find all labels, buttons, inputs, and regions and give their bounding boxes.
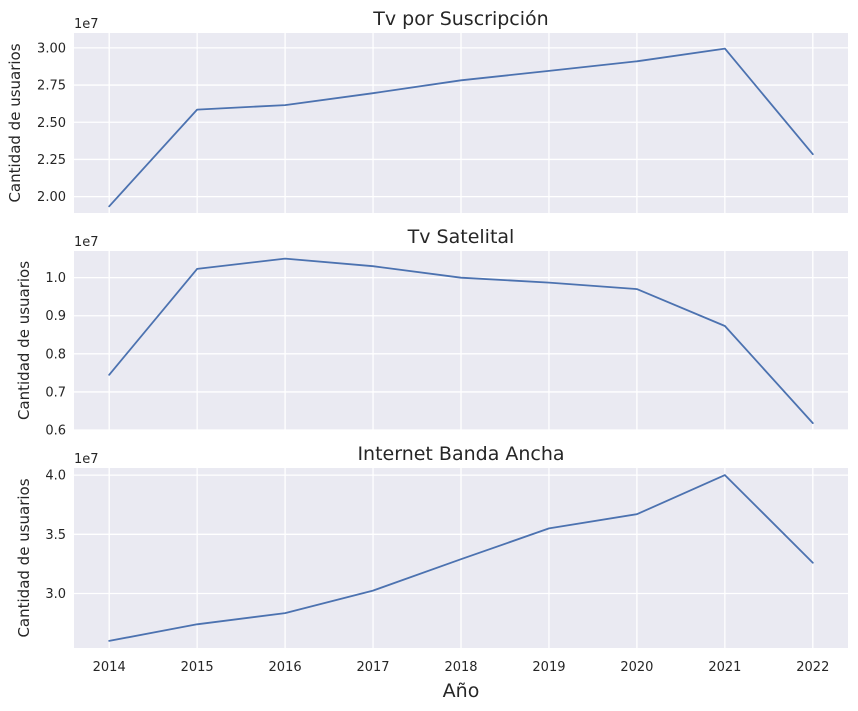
x-tick-label: 2022 xyxy=(796,660,829,675)
y-axis-label: Cantidad de usuarios xyxy=(15,261,33,420)
y-tick-label: 0.9 xyxy=(45,309,66,324)
y-offset-text: 1e7 xyxy=(74,17,99,32)
y-offset-text: 1e7 xyxy=(74,452,99,467)
x-tick-label: 2020 xyxy=(620,660,653,675)
y-tick-label: 0.7 xyxy=(45,385,66,400)
x-tick-label: 2016 xyxy=(269,660,302,675)
y-tick-label: 2.00 xyxy=(37,190,66,205)
y-tick-label: 2.75 xyxy=(37,79,66,94)
chart-title: Tv Satelital xyxy=(407,226,515,248)
y-tick-label: 3.5 xyxy=(45,528,66,543)
x-tick-label: 2017 xyxy=(356,660,389,675)
x-axis-label: Año xyxy=(443,680,480,702)
y-tick-label: 1.0 xyxy=(45,271,66,286)
y-offset-text: 1e7 xyxy=(74,235,99,250)
x-tick-label: 2014 xyxy=(93,660,126,675)
y-tick-label: 3.0 xyxy=(45,587,66,602)
x-tick-label: 2018 xyxy=(444,660,477,675)
x-tick-label: 2015 xyxy=(181,660,214,675)
y-tick-label: 4.0 xyxy=(45,469,66,484)
x-tick-label: 2021 xyxy=(708,660,741,675)
y-tick-label: 2.25 xyxy=(37,153,66,168)
y-axis-label: Cantidad de usuarios xyxy=(15,478,33,637)
chart-title: Tv por Suscripción xyxy=(372,8,548,30)
x-tick-label: 2019 xyxy=(532,660,565,675)
y-tick-label: 3.00 xyxy=(37,41,66,56)
chart-title: Internet Banda Ancha xyxy=(357,443,564,465)
y-tick-label: 0.8 xyxy=(45,347,66,362)
y-axis-label: Cantidad de usuarios xyxy=(6,43,24,202)
y-tick-label: 0.6 xyxy=(45,424,66,439)
y-tick-label: 2.50 xyxy=(37,116,66,131)
